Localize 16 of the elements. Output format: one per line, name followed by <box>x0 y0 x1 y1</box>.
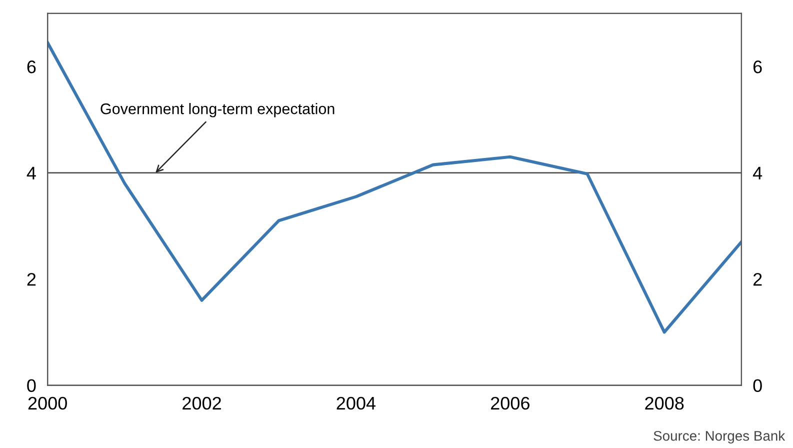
y-tick-label: 6 <box>27 60 36 74</box>
line-series <box>48 41 742 334</box>
annotation: Government long-term expectation <box>100 103 334 118</box>
y2-tick-label: 6 <box>753 60 762 74</box>
y2-tick-label: 0 <box>753 379 762 392</box>
x-tick-label: 2008 <box>645 396 684 410</box>
x-tick-label: 2002 <box>182 396 221 410</box>
y2-tick-label: 4 <box>752 166 762 180</box>
y2-tick-label: 2 <box>753 272 762 286</box>
x-tick-label: 2006 <box>490 396 530 410</box>
x-tick-label: 2004 <box>336 396 376 410</box>
x-tick-label: 2000 <box>28 396 67 410</box>
y-tick-label: 4 <box>26 166 36 180</box>
y-tick-label: 0 <box>27 379 36 392</box>
source-note: Source: Norges Bank <box>654 430 786 444</box>
y-tick-label: 2 <box>27 272 36 286</box>
